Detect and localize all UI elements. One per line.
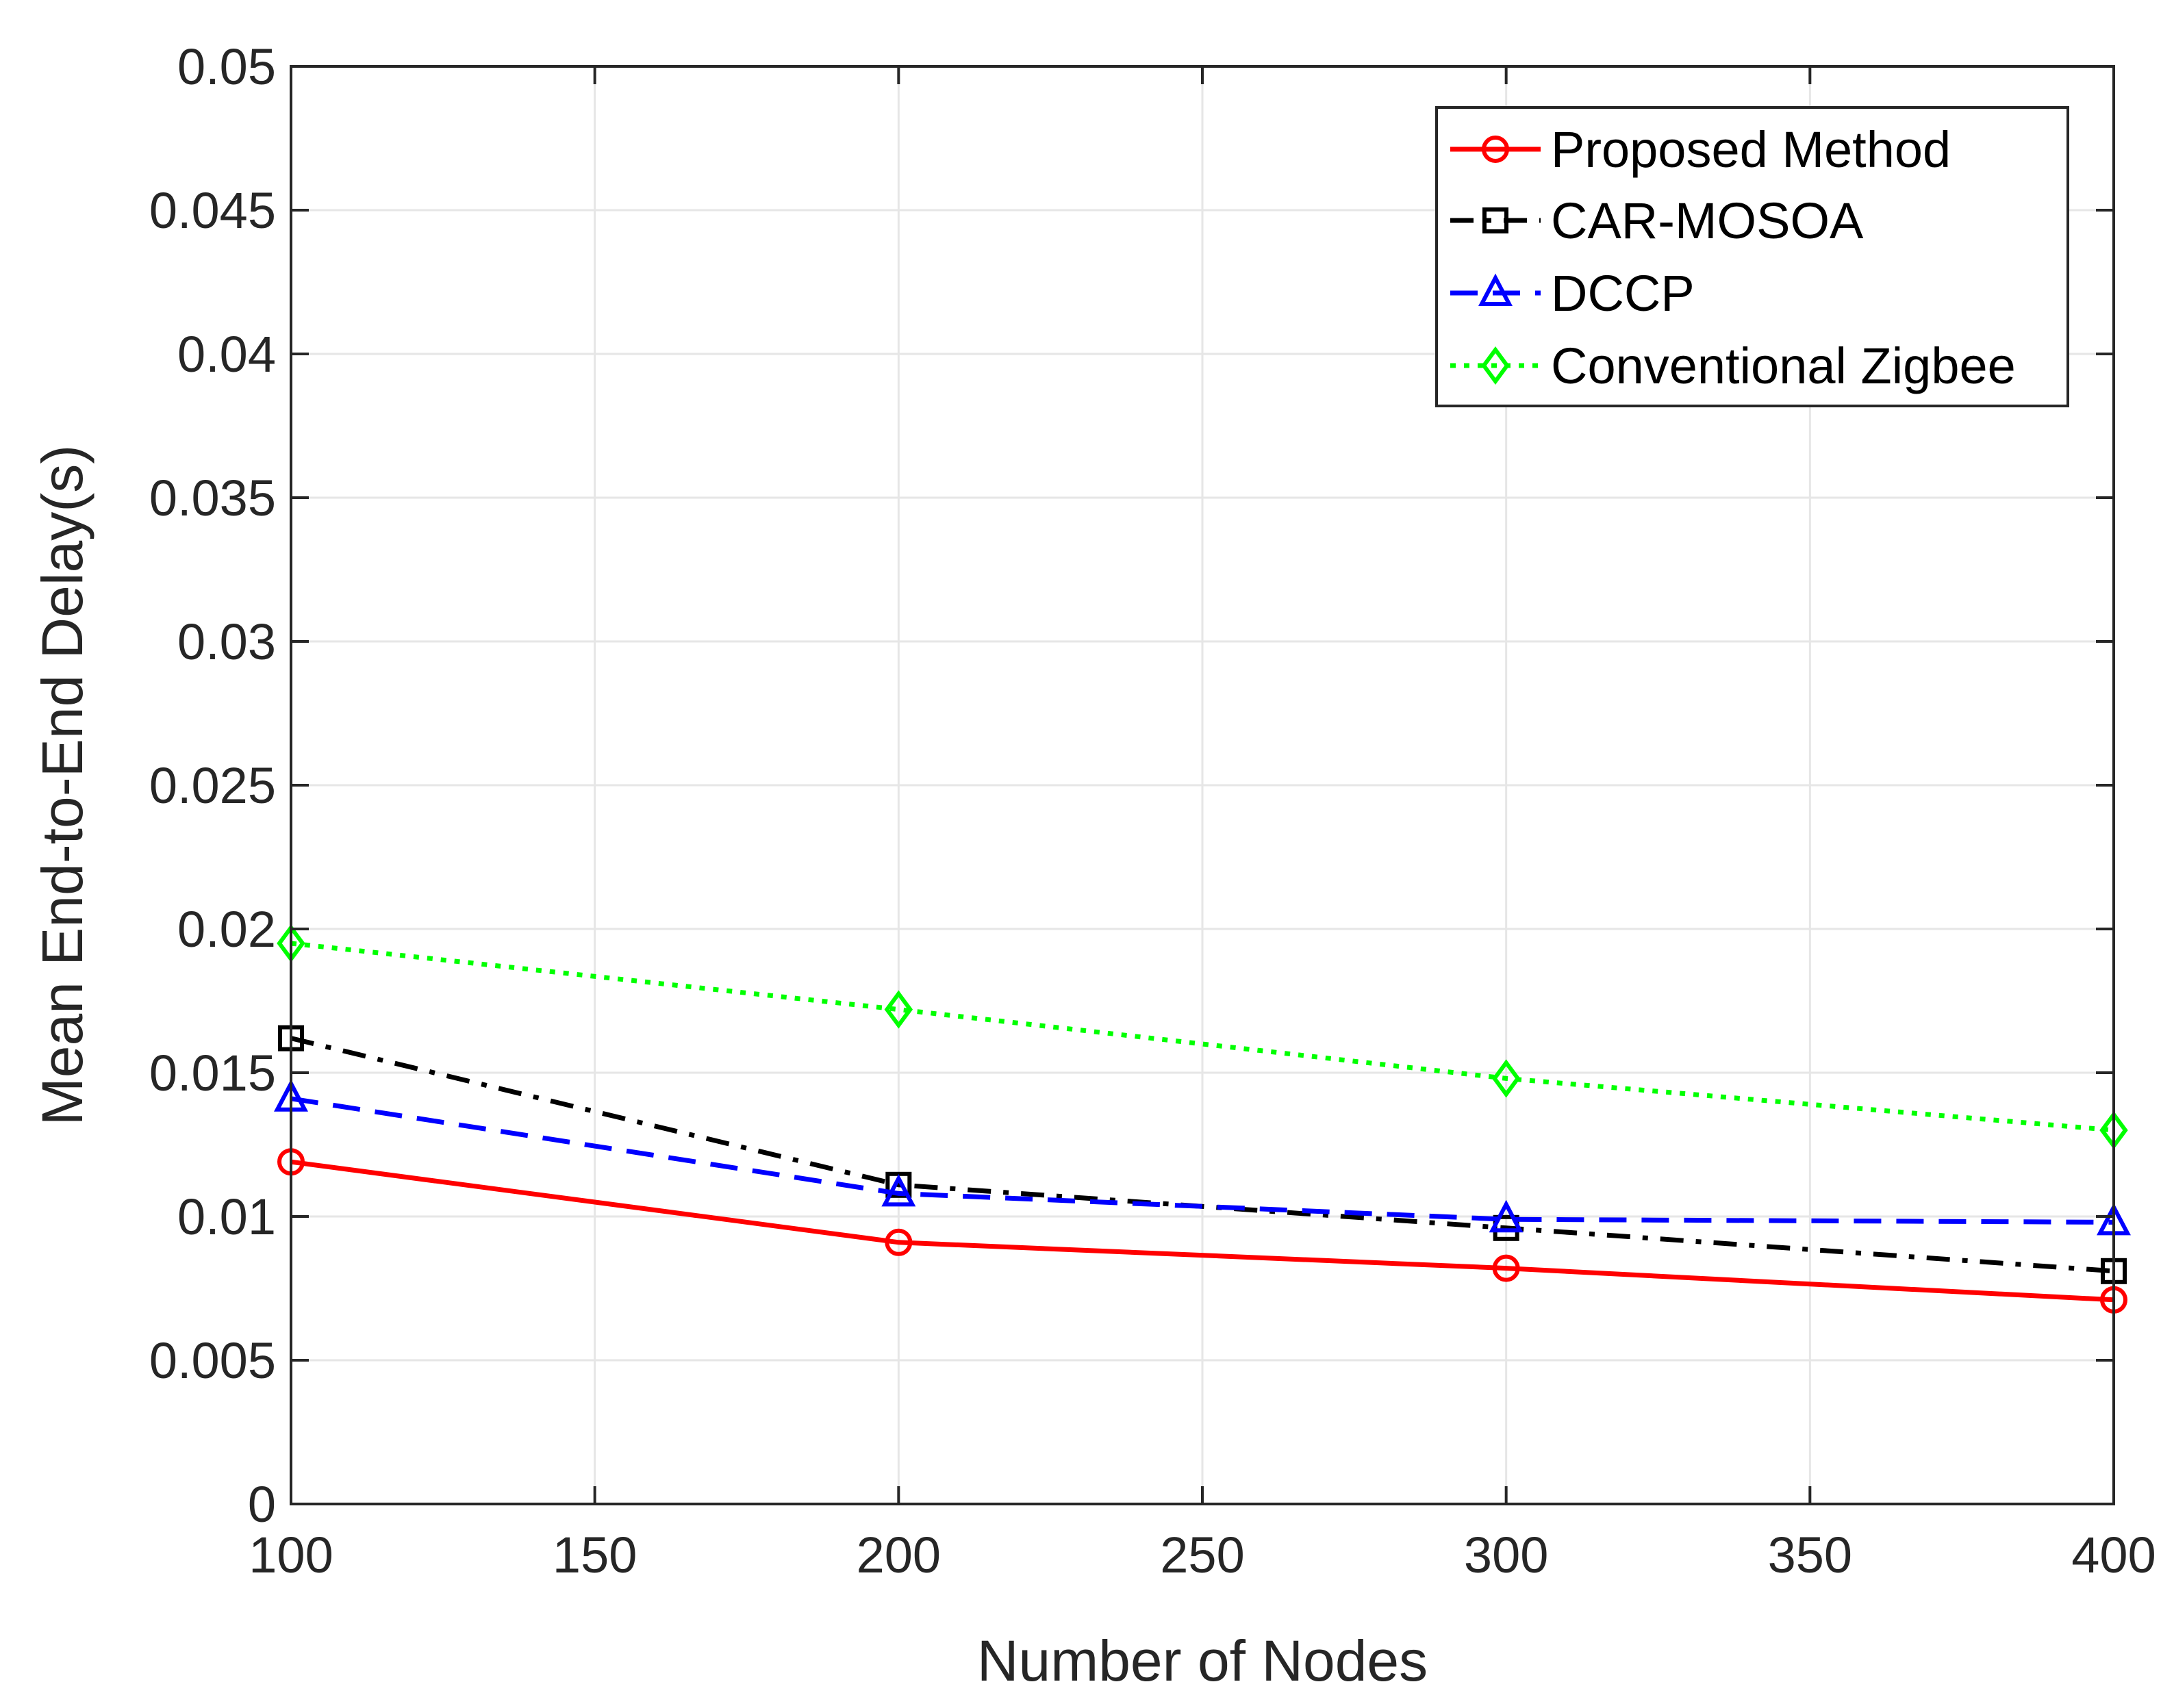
legend-marker-proposed-method: [1482, 136, 1509, 163]
x-tick-label: 150: [553, 1527, 637, 1583]
data-point-conventional-zigbee: [884, 990, 913, 1029]
series-line-proposed-method: [290, 1159, 2114, 1303]
data-point-dccp: [1489, 1199, 1524, 1233]
y-tick-label: 0.025: [149, 757, 276, 814]
y-tick-label: 0.03: [177, 613, 276, 670]
x-tick-label: 200: [857, 1527, 941, 1583]
legend-marker-car-mosoa: [1482, 207, 1508, 233]
series-layer: [274, 923, 2131, 1314]
legend-marker-dccp: [1478, 273, 1513, 306]
y-tick-label: 0: [248, 1476, 276, 1533]
legend-label-dccp: DCCP: [1551, 265, 1695, 322]
x-tick-label: 100: [249, 1527, 333, 1583]
data-point-proposed-method: [885, 1228, 913, 1256]
series-line-dccp: [290, 1096, 2114, 1225]
y-tick-label: 0.05: [177, 38, 276, 95]
series-line-conventional-zigbee: [290, 941, 2114, 1133]
x-tick-label: 400: [2071, 1527, 2156, 1583]
legend-label-proposed-method: Proposed Method: [1551, 121, 1951, 178]
series-line-car-mosoa: [290, 1036, 2114, 1274]
x-tick-label: 300: [1464, 1527, 1548, 1583]
legend-box: [1435, 106, 2069, 407]
y-tick-label: 0.015: [149, 1045, 276, 1101]
y-tick-label: 0.045: [149, 182, 276, 239]
y-tick-label: 0.005: [149, 1332, 276, 1389]
legend: Proposed Method CAR-MOSOA DCCP Conventional…: [1435, 106, 2069, 407]
y-axis-label: Mean End-to-End Delay(s): [30, 445, 94, 1125]
x-tick-label: 250: [1160, 1527, 1244, 1583]
legend-label-car-mosoa: CAR-MOSOA: [1551, 192, 1864, 249]
legend-marker-conventional-zigbee: [1481, 346, 1510, 385]
y-tick-label: 0.01: [177, 1188, 276, 1245]
y-tick-label: 0.035: [149, 470, 276, 526]
ticks: 100 150 200 250 300 350 400 0 0.005 0.01 0.015 0.02…: [149, 38, 2156, 1583]
y-tick-label: 0.04: [177, 326, 276, 383]
data-point-proposed-method: [1492, 1254, 1520, 1282]
y-tick-label: 0.02: [177, 901, 276, 958]
data-point-dccp: [881, 1173, 916, 1207]
data-point-conventional-zigbee: [1491, 1059, 1521, 1098]
legend-label-conventional-zigbee: Conventional Zigbee: [1551, 337, 2016, 394]
x-tick-label: 350: [1768, 1527, 1852, 1583]
x-axis-label: Number of Nodes: [977, 1629, 1428, 1693]
